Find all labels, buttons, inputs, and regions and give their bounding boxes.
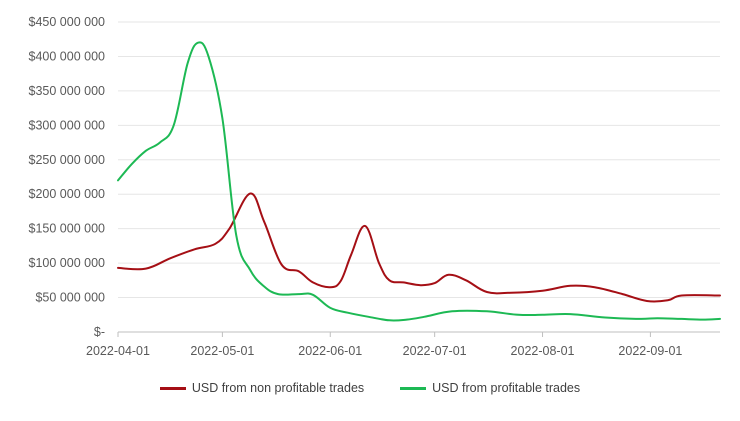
legend: USD from non profitable trades USD from …: [0, 381, 740, 395]
legend-label-non-profitable: USD from non profitable trades: [191, 381, 365, 395]
y-tick-label: $350 000 000: [29, 84, 106, 98]
x-tick-label: 2022-07-01: [403, 344, 467, 358]
series-lines: [117, 41, 721, 322]
legend-item-non-profitable: USD from non profitable trades: [159, 381, 365, 395]
series-line-profitable: [117, 41, 721, 322]
line-chart: $- $50 000 000 $100 000 000 $150 000 000 $20…: [29, 15, 721, 358]
series-line-non-profitable: [117, 192, 721, 303]
x-axis-ticks: 2022-04-01 2022-05-01 2022-06-01 2022-07-01…: [86, 332, 682, 358]
y-axis-ticks: $- $50 000 000 $100 000 000 $150 000 000 $20…: [29, 15, 106, 339]
y-tick-label: $450 000 000: [29, 15, 106, 29]
legend-item-profitable: USD from profitable trades: [400, 381, 580, 395]
legend-swatch-non-profitable: [159, 386, 186, 390]
y-tick-label: $250 000 000: [29, 153, 106, 167]
x-tick-label: 2022-05-01: [190, 344, 254, 358]
x-tick-label: 2022-04-01: [86, 344, 150, 358]
y-tick-label: $300 000 000: [29, 118, 106, 132]
y-tick-label: $150 000 000: [29, 222, 106, 236]
y-tick-label: $100 000 000: [29, 256, 106, 270]
gridlines: [118, 21, 720, 299]
y-tick-label: $200 000 000: [29, 187, 106, 201]
legend-swatch-profitable: [400, 386, 427, 390]
x-tick-label: 2022-09-01: [618, 344, 682, 358]
legend-label-profitable: USD from profitable trades: [432, 381, 581, 395]
y-tick-label: $50 000 000: [35, 291, 105, 305]
y-tick-label: $400 000 000: [29, 49, 106, 63]
x-tick-label: 2022-08-01: [511, 344, 575, 358]
x-tick-label: 2022-06-01: [298, 344, 362, 358]
y-tick-label: $-: [94, 325, 105, 339]
